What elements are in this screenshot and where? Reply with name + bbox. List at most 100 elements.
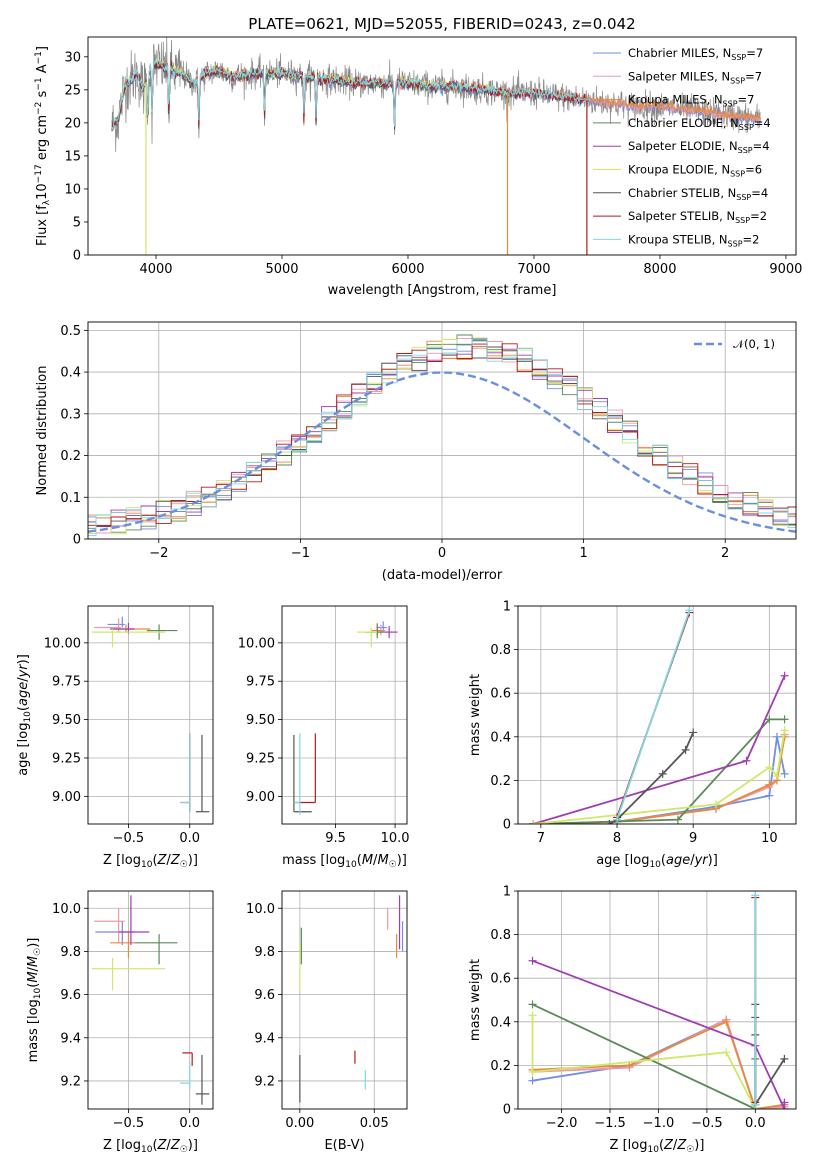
series-marker-kroupa-elodie (780, 726, 789, 735)
x-tick-label: 0.05 (360, 1116, 389, 1131)
series-marker-kroupa-stelib (751, 891, 760, 900)
legend-label-kroupa-stelib: Kroupa STELIB, NSSP=2 (628, 232, 759, 248)
axes-frame (517, 890, 797, 1110)
massweight_vs_age-ylabel: mass weight (468, 674, 483, 756)
series-line-kroupa-stelib (616, 610, 691, 820)
y-tick-label: 9.6 (60, 988, 81, 1003)
series-marker-chabrier-elodie (528, 1000, 537, 1009)
legend-label-normal: 𝒩(0, 1) (733, 337, 775, 351)
hist-step-kroupa-elodie (88, 339, 796, 535)
mass_vs_EBV-plot-area (282, 891, 407, 1109)
x-tick-label: 2 (721, 546, 729, 561)
x-tick-label: 5000 (265, 262, 298, 277)
y-tick-label: 9.75 (52, 675, 81, 690)
y-tick-label: 0.8 (490, 643, 511, 658)
y-tick-label: 0 (503, 818, 511, 833)
spectrum-xlabel: wavelength [Angstrom, rest frame] (328, 283, 557, 298)
y-tick-label: 30 (64, 50, 81, 65)
legend-label-kroupa-elodie: Kroupa ELODIE, NSSP=6 (628, 163, 762, 179)
series-marker-kroupa-elodie (528, 1067, 537, 1076)
y-tick-label: 20 (64, 116, 81, 131)
mass_vs_Z-panel: −0.5 0.0 9.2 9.4 9.6 9.8 10.0 (52, 890, 214, 1131)
y-tick-label: 9.50 (52, 713, 81, 728)
y-tick-label: 0.2 (60, 449, 81, 464)
mass_vs_Z-ylabel: mass [log10(M/M☉)] (26, 938, 43, 1063)
series-marker-kroupa-stelib (685, 606, 694, 615)
x-tick-label: 9 (689, 831, 697, 846)
series-line-chabrier-elodie (532, 1003, 757, 1109)
spectrum-panel: 4000 5000 6000 7000 8000 9000 0 5 10 15 20 25 30 Chab… (64, 36, 802, 277)
age_vs_mass-panel: 9.5 10.0 9.00 9.25 9.50 9.75 10.00 (238, 605, 410, 846)
x-tick-label: 8 (613, 831, 621, 846)
series-line-kroupa-elodie (531, 1015, 757, 1109)
x-tick-label: 1 (579, 546, 587, 561)
x-tick-label: −0.5 (113, 831, 145, 846)
y-tick-label: 10.00 (44, 636, 81, 651)
x-tick-label: −2.0 (546, 1116, 578, 1131)
series-line-chabrier-elodie (533, 718, 785, 824)
spectrum-legend: Chabrier MILES, NSSP=7 Salpeter MILES, NS… (593, 46, 771, 248)
y-tick-label: 9.6 (254, 988, 275, 1003)
y-tick-label: 0.2 (490, 774, 511, 789)
y-tick-label: 9.00 (52, 790, 81, 805)
age_vs_Z-ylabel: age [log10(age/yr)] (16, 654, 33, 776)
hist-step-chabrier-elodie (88, 334, 796, 533)
y-tick-label: 9.4 (254, 1031, 275, 1046)
y-tick-label: 9.00 (246, 790, 275, 805)
y-tick-label: 0 (503, 1103, 511, 1118)
y-tick-label: 9.25 (246, 751, 275, 766)
y-tick-label: 0.4 (60, 366, 81, 381)
y-tick-label: 0.8 (490, 928, 511, 943)
series-marker-kroupa-miles (765, 780, 774, 789)
y-tick-label: 9.2 (254, 1074, 275, 1089)
x-tick-label: 7 (537, 831, 545, 846)
series-marker-chabrier-elodie (673, 815, 682, 824)
spectrum-plot-area (111, 37, 761, 255)
series-marker-chabrier-miles (772, 732, 781, 741)
series-marker-kroupa-elodie (722, 1048, 731, 1057)
y-tick-label: 0.5 (60, 324, 81, 339)
series-marker-chabrier-stelib (605, 820, 614, 824)
series-marker-kroupa-stelib (613, 815, 622, 824)
mass_vs_Z-plot-area (88, 891, 213, 1109)
x-tick-label: −0.5 (113, 1116, 145, 1131)
legend-label-kroupa-miles: Kroupa MILES, NSSP=7 (628, 93, 754, 109)
series-marker-kroupa-elodie (529, 820, 538, 824)
series-marker-chabrier-miles (780, 769, 789, 778)
x-tick-label: −1.5 (594, 1116, 626, 1131)
series-marker-chabrier-stelib (689, 728, 698, 737)
massweight_vs_Z-xlabel: Z [log10(Z/Z☉)] (610, 1138, 705, 1155)
age_vs_mass-xlabel: mass [log10(M/M☉)] (282, 853, 407, 870)
y-tick-label: 1 (503, 885, 511, 900)
x-tick-label: −1.0 (643, 1116, 675, 1131)
series-marker-kroupa-elodie (528, 1011, 537, 1020)
y-tick-label: 0.1 (60, 491, 81, 506)
y-tick-label: 9.2 (60, 1074, 81, 1089)
x-tick-label: 8000 (643, 262, 676, 277)
axes-frame (87, 890, 214, 1110)
x-tick-label: 6000 (391, 262, 424, 277)
x-tick-label: 0.0 (745, 1116, 766, 1131)
age_vs_Z-xlabel: Z [log10(Z/Z☉)] (103, 853, 198, 870)
legend-label-salpeter-miles: Salpeter MILES, NSSP=7 (628, 69, 762, 85)
series-line-chabrier-stelib (608, 732, 695, 824)
y-tick-label: 0.4 (490, 730, 511, 745)
series-marker-salpeter-elodie (780, 1098, 789, 1107)
y-tick-label: 1 (503, 600, 511, 615)
hist-step-chabrier-stelib (88, 343, 796, 526)
y-tick-label: 10 (64, 182, 81, 197)
residual_hist-plot-area (88, 322, 796, 539)
y-tick-label: 0 (73, 533, 81, 548)
x-tick-label: 0.0 (179, 1116, 200, 1131)
y-tick-label: 0.4 (490, 1015, 511, 1030)
x-tick-label: 0.0 (179, 831, 200, 846)
x-tick-label: 4000 (139, 262, 172, 277)
y-tick-label: 15 (64, 149, 81, 164)
y-tick-label: 9.75 (246, 675, 275, 690)
massweight_vs_Z-panel: −2.0 −1.5 −1.0 −0.5 0.0 0 0.2 0.4 0.6 0.8 1 (490, 885, 797, 1131)
age_vs_Z-panel: −0.5 0.0 9.00 9.25 9.50 9.75 10.00 (44, 605, 214, 846)
y-tick-label: 0.3 (60, 407, 81, 422)
y-tick-label: 9.8 (60, 945, 81, 960)
series-marker-kroupa-elodie (765, 763, 774, 772)
x-tick-label: −0.5 (691, 1116, 723, 1131)
